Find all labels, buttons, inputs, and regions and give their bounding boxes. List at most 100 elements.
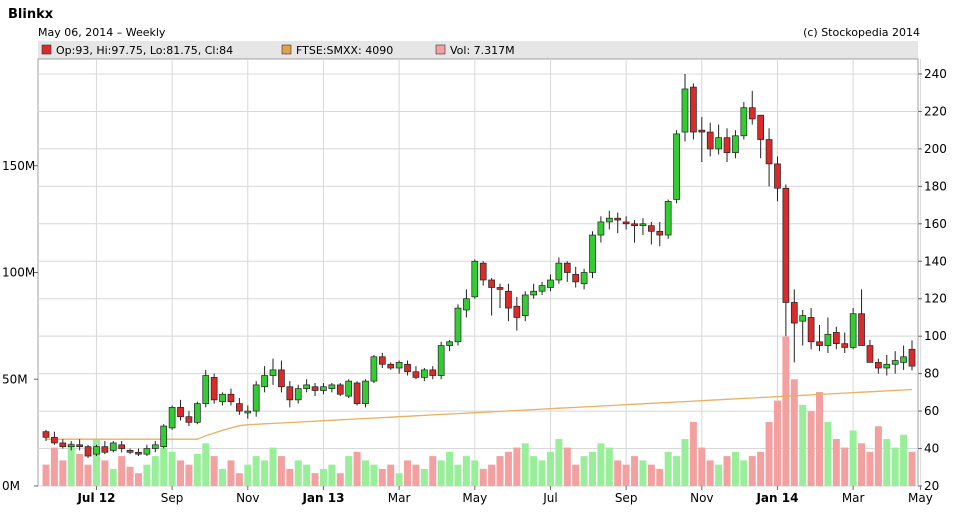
candle-body xyxy=(732,135,739,153)
candle-body xyxy=(370,356,378,382)
candle-body xyxy=(631,223,638,227)
volume-bar xyxy=(639,460,647,486)
candle-body xyxy=(513,305,521,318)
volume-bar xyxy=(235,473,243,486)
volume-bar xyxy=(731,451,739,486)
candle-body xyxy=(555,262,563,281)
volume-bar xyxy=(143,464,151,486)
volume-bar xyxy=(395,473,403,486)
candle-body xyxy=(690,86,697,133)
time-tick-label: Nov xyxy=(236,491,259,505)
candle-body xyxy=(883,363,891,369)
candle-body xyxy=(387,363,395,369)
volume-bar xyxy=(303,464,311,486)
volume-bar xyxy=(319,468,327,486)
candle-body xyxy=(807,317,815,343)
volume-bar xyxy=(589,451,597,486)
volume-bar xyxy=(790,379,798,486)
candle-body xyxy=(538,285,546,292)
candle-body xyxy=(875,362,882,369)
legend-swatch-volume xyxy=(435,44,446,55)
candle-body xyxy=(420,369,428,378)
candle-body xyxy=(67,444,75,448)
volume-bar xyxy=(580,456,588,486)
candle-body xyxy=(740,107,748,137)
volume-bar xyxy=(900,434,908,486)
volume-tick-label: 150M xyxy=(2,159,35,173)
volume-tick-label: 50M xyxy=(2,372,28,386)
candle-body xyxy=(832,332,840,345)
price-tick-label: 120 xyxy=(924,292,947,306)
candle-body xyxy=(723,137,731,153)
candle-body xyxy=(362,380,369,404)
candle-body xyxy=(900,356,907,363)
volume-bar xyxy=(50,447,58,486)
candle-body xyxy=(698,129,706,133)
candle-body xyxy=(76,444,83,448)
time-tick-label: May xyxy=(462,491,487,505)
candle-body xyxy=(437,345,445,376)
volume-bar xyxy=(799,404,807,486)
chart-subtitle: May 06, 2014 – Weekly xyxy=(38,26,166,39)
index-line xyxy=(46,388,913,440)
candle-body xyxy=(597,221,605,236)
candlesticks xyxy=(42,73,916,458)
volume-bar xyxy=(244,464,252,486)
volume-bar xyxy=(572,464,580,486)
volume-bar xyxy=(689,421,697,486)
candle-body xyxy=(311,386,319,391)
candle-body xyxy=(101,446,109,453)
candle-body xyxy=(765,139,773,165)
volume-bar xyxy=(404,460,412,486)
candle-body xyxy=(278,369,285,388)
volume-bar xyxy=(496,456,504,486)
volume-bar xyxy=(277,456,285,486)
volume-bar xyxy=(185,464,193,486)
volume-bar xyxy=(647,464,655,486)
candle-body xyxy=(614,217,622,221)
volume-bar xyxy=(874,426,882,486)
candle-body xyxy=(84,446,92,457)
candle-body xyxy=(471,260,479,298)
candle-body xyxy=(774,163,781,189)
volume-bar xyxy=(462,456,470,486)
candle-body xyxy=(395,362,403,369)
candle-body xyxy=(706,131,714,150)
time-tick-label: Sep xyxy=(161,491,184,505)
volume-bar xyxy=(67,443,75,486)
volume-axis: 0M 50M 100M 150M xyxy=(2,159,38,493)
volume-tick-label: 100M xyxy=(2,266,35,280)
volume-bar xyxy=(261,460,269,486)
volume-bar xyxy=(446,451,454,486)
volume-bar xyxy=(210,456,218,486)
legend-bar xyxy=(38,41,918,59)
volume-bar xyxy=(605,447,613,486)
volume-bar xyxy=(698,447,706,486)
candle-body xyxy=(143,448,151,455)
candle-body xyxy=(51,436,58,444)
volume-bar xyxy=(538,460,546,486)
candle-body xyxy=(824,333,832,346)
candle-body xyxy=(782,187,790,303)
volume-bar xyxy=(773,400,781,486)
candle-body xyxy=(353,382,361,404)
volume-bar xyxy=(219,468,227,486)
candle-body xyxy=(135,451,142,455)
price-tick-label: 80 xyxy=(924,367,939,381)
volume-bar xyxy=(673,456,681,486)
price-tick-label: 180 xyxy=(924,179,947,193)
candle-body xyxy=(488,279,495,288)
candle-body xyxy=(681,88,689,133)
volume-tick-label: 0M xyxy=(2,479,20,493)
volume-bar xyxy=(118,456,126,486)
volume-bar xyxy=(311,473,319,486)
candle-body xyxy=(93,446,100,455)
volume-bar xyxy=(160,447,168,486)
volume-bar xyxy=(336,473,344,486)
candle-body xyxy=(227,393,235,403)
volume-bar xyxy=(757,451,765,486)
candle-body xyxy=(521,294,529,316)
volume-bar xyxy=(782,336,790,486)
candle-body xyxy=(505,290,512,309)
candle-body xyxy=(639,223,647,227)
